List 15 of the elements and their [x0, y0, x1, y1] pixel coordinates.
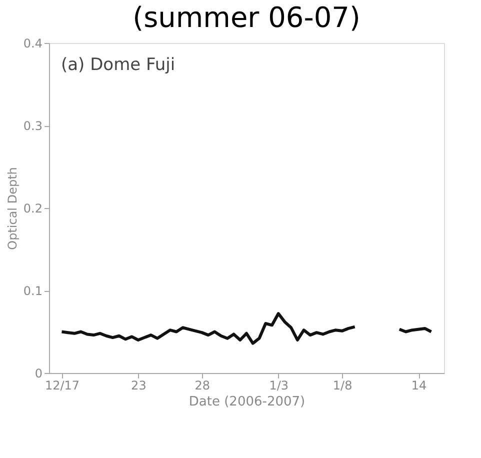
y-axis-title: Optical Depth: [5, 167, 20, 250]
x-tick-label: 14: [411, 378, 427, 392]
y-tick-label: 0: [34, 366, 42, 380]
x-tick-label: 28: [194, 378, 210, 392]
y-tick-label: 0.3: [23, 119, 42, 133]
x-tick-label: 1/3: [269, 378, 289, 392]
x-axis-title: Date (2006-2007): [188, 394, 306, 410]
x-tick-label: 23: [131, 378, 146, 392]
annotation: (a) Dome Fuji: [61, 55, 176, 75]
y-tick-label: 0.4: [23, 36, 42, 50]
chart-title: (summer 06-07): [132, 1, 360, 34]
y-tick-label: 0.1: [23, 284, 42, 298]
x-tick-label: 12/17: [44, 378, 80, 392]
y-tick-label: 0.2: [23, 202, 42, 216]
x-tick-label: 1/8: [332, 378, 352, 392]
